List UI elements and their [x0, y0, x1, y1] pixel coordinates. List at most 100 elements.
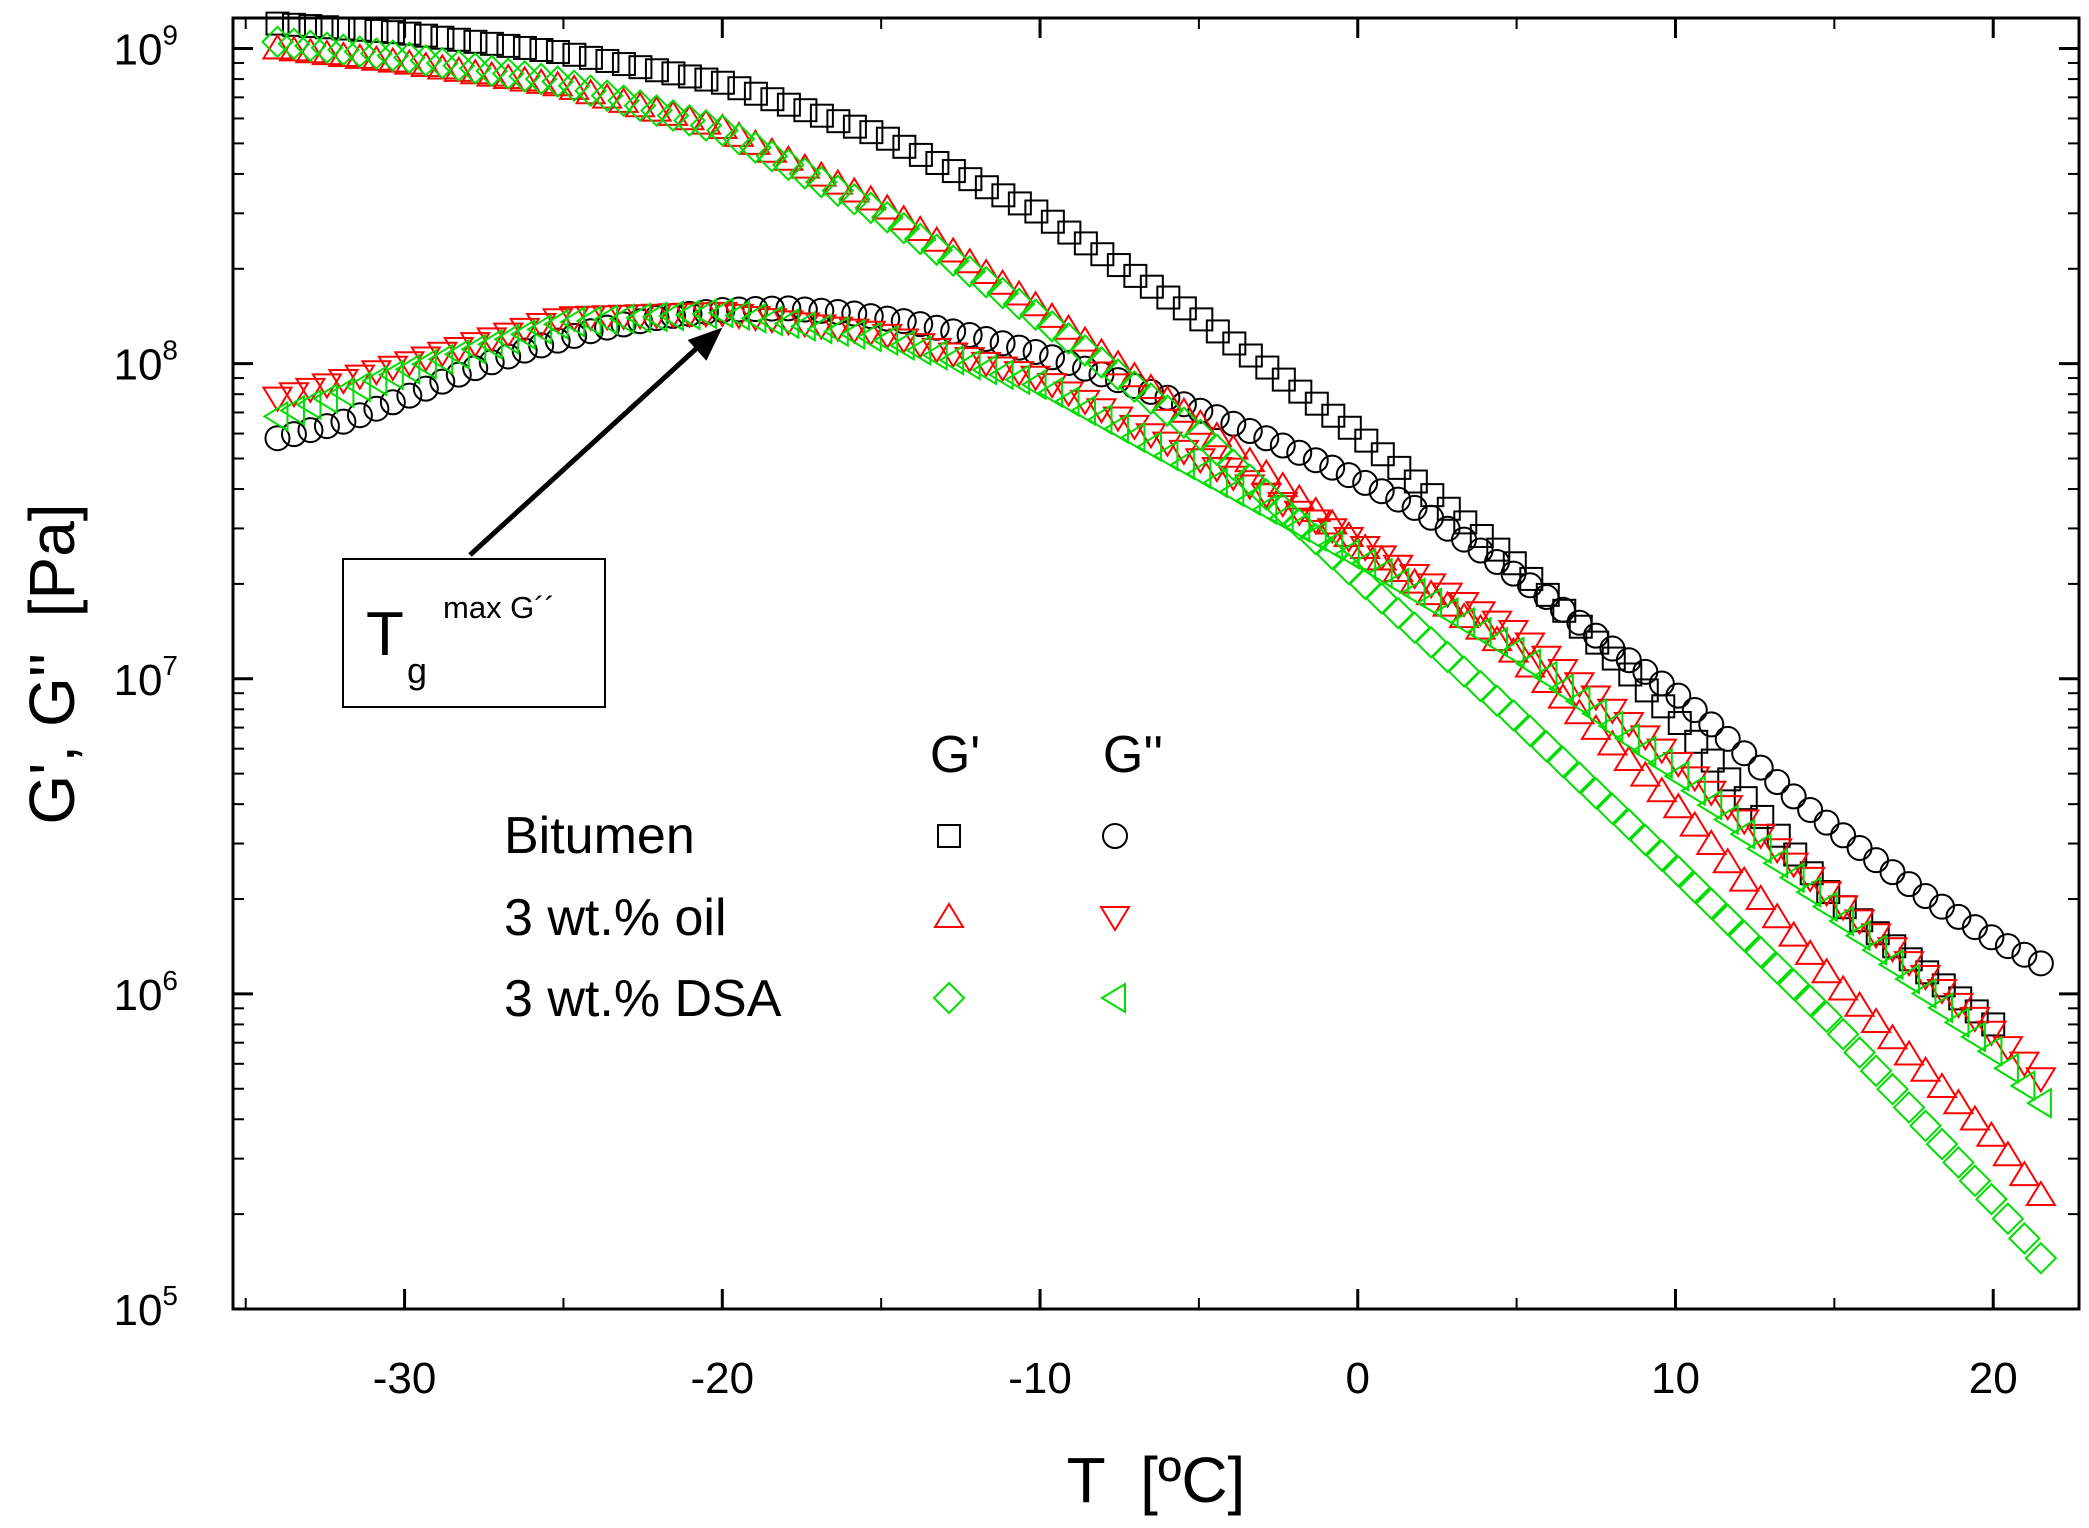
data-point — [722, 122, 756, 156]
data-point — [760, 87, 785, 112]
data-point — [1234, 484, 1261, 517]
data-point — [1859, 1054, 1893, 1088]
data-point — [1035, 309, 1069, 343]
legend-label-bitumen: Bitumen — [504, 807, 695, 865]
data-point — [1498, 636, 1525, 668]
data-point — [1582, 622, 1609, 649]
data-point — [1811, 890, 1838, 923]
data-point — [692, 298, 719, 325]
x-tick-label: 20 — [1969, 1354, 2018, 1403]
data-point — [791, 296, 818, 323]
data-point — [1761, 902, 1793, 929]
data-point — [1253, 425, 1280, 452]
data-point — [359, 37, 393, 71]
data-point — [1843, 990, 1876, 1017]
data-point — [956, 321, 983, 348]
data-point — [1236, 418, 1263, 445]
data-point — [1006, 334, 1033, 361]
data-point — [1694, 887, 1728, 921]
data-point — [1948, 986, 1973, 1011]
y-tick-base: 10 — [113, 1286, 162, 1335]
legend-markers — [932, 823, 1131, 1015]
data-point — [1843, 1036, 1877, 1069]
data-point — [1333, 538, 1360, 570]
data-point — [842, 114, 867, 139]
data-point — [1055, 349, 1082, 376]
legend-marker-g-prime — [937, 824, 961, 848]
data-point — [1366, 557, 1393, 590]
data-point — [925, 150, 950, 175]
data-point — [1892, 1091, 1926, 1124]
data-point — [1072, 355, 1099, 382]
data-point — [808, 297, 835, 324]
data-point — [1661, 854, 1695, 888]
data-point — [590, 79, 624, 113]
data-point — [936, 244, 970, 277]
data-point — [788, 157, 822, 190]
data-point — [1893, 1039, 1925, 1066]
data-point — [723, 120, 755, 147]
data-point — [806, 313, 833, 345]
data-point — [1926, 1072, 1958, 1099]
data-point — [1994, 933, 2021, 960]
data-point — [1319, 454, 1346, 481]
data-point — [278, 382, 310, 409]
data-point — [1069, 325, 1101, 352]
data-point — [1678, 871, 1712, 904]
data-point — [1449, 606, 1476, 639]
data-point — [1942, 1088, 1975, 1115]
data-point — [673, 104, 706, 131]
data-point — [326, 33, 360, 67]
data-point — [1183, 418, 1217, 452]
x-tick-label: -30 — [373, 1354, 437, 1403]
data-point — [1564, 685, 1591, 717]
data-point — [1205, 319, 1230, 344]
data-point — [1401, 494, 1428, 521]
data-point — [262, 400, 289, 433]
data-point — [1927, 992, 1953, 1024]
data-point — [1218, 475, 1245, 508]
data-point — [706, 114, 739, 147]
data-point — [512, 35, 537, 60]
data-point — [1255, 355, 1280, 380]
plot-frame — [231, 16, 2081, 1311]
data-point — [640, 94, 673, 127]
data-point — [1931, 973, 1956, 998]
data-point — [1618, 662, 1643, 687]
data-point — [1943, 1006, 1970, 1039]
data-point — [1778, 861, 1805, 894]
data-point — [1286, 439, 1313, 466]
data-point — [1665, 682, 1692, 709]
data-point — [740, 302, 767, 334]
data-point — [1216, 448, 1250, 482]
data-point — [937, 236, 969, 263]
data-point — [412, 375, 439, 402]
series-3-wt-dsa-g- — [261, 25, 2058, 1275]
data-point — [854, 184, 887, 211]
annotation-text: T — [366, 600, 404, 669]
data-point — [1531, 660, 1558, 693]
data-point — [429, 368, 456, 395]
data-point — [280, 421, 307, 448]
data-point — [1222, 331, 1247, 356]
data-point — [1728, 865, 1761, 892]
data-point — [771, 148, 805, 182]
data-point — [892, 134, 917, 159]
data-point — [1731, 740, 1758, 767]
data-point — [1978, 924, 2005, 951]
data-point — [1727, 919, 1761, 953]
data-point — [1007, 191, 1032, 216]
data-point — [1447, 655, 1481, 688]
data-point — [1321, 403, 1346, 428]
data-point — [1497, 698, 1530, 732]
data-point — [1399, 577, 1426, 609]
data-point — [1777, 920, 1810, 947]
data-point — [364, 18, 389, 43]
data-point — [1019, 298, 1052, 332]
data-point — [628, 55, 653, 80]
data-point — [920, 225, 953, 252]
data-point — [1053, 385, 1080, 418]
data-point — [1168, 396, 1200, 423]
series-3-wt-dsa-g- — [262, 297, 2052, 1119]
